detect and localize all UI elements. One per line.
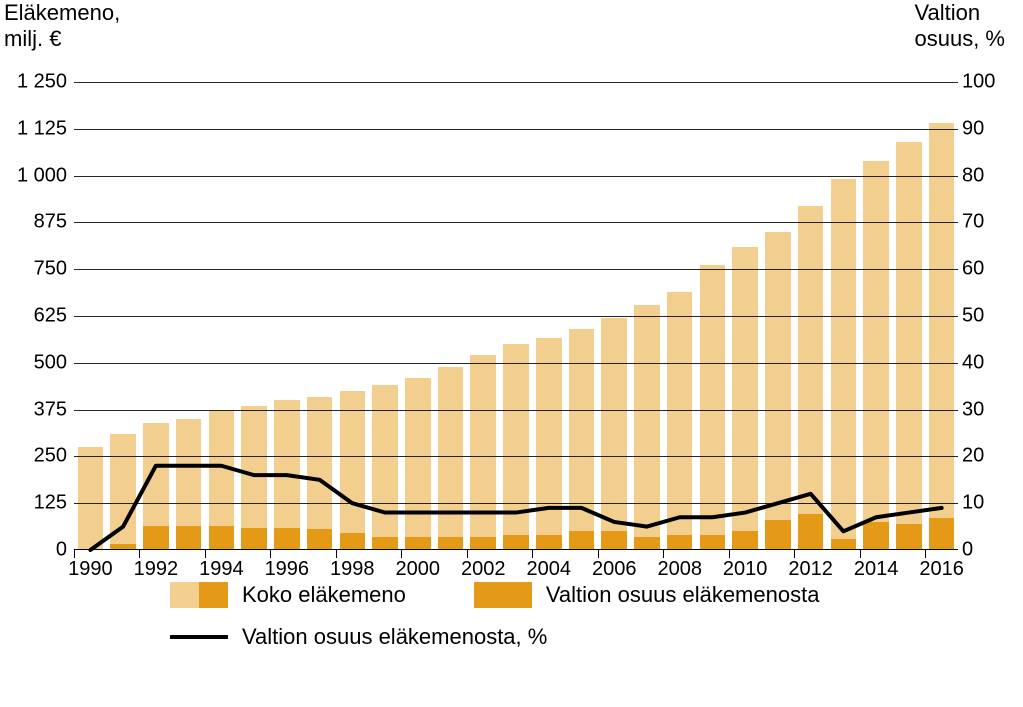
x-tick (794, 550, 795, 558)
x-tick-label: 2006 (584, 558, 644, 581)
y-tick-left: 375 (34, 398, 67, 421)
x-tick (467, 550, 468, 558)
y-tick-left: 625 (34, 305, 67, 328)
y-tick-left: 1 250 (17, 71, 67, 94)
x-tick (598, 550, 599, 558)
x-tick (663, 550, 664, 558)
y-tick-left: 1 000 (17, 164, 67, 187)
grid-line (74, 363, 958, 364)
y-tick-left: 1 125 (17, 117, 67, 140)
x-tick (205, 550, 206, 558)
x-tick (729, 550, 730, 558)
x-tick-label: 2004 (519, 558, 579, 581)
x-tick-label: 1994 (191, 558, 251, 581)
legend-row-2: Valtion osuus eläkemenosta, % (170, 624, 930, 650)
legend-swatch-share (474, 582, 532, 608)
x-tick-label: 2010 (715, 558, 775, 581)
x-tick (401, 550, 402, 558)
y-axis-left-title-line1: Eläkemeno, (4, 0, 120, 25)
y-tick-left: 500 (34, 351, 67, 374)
x-axis-baseline (74, 549, 958, 550)
legend-label-total: Koko eläkemeno (242, 582, 406, 608)
grid-line (74, 456, 958, 457)
y-tick-right: 20 (962, 445, 984, 468)
grid-line (74, 503, 958, 504)
x-tick-label: 2000 (388, 558, 448, 581)
x-tick (270, 550, 271, 558)
y-tick-right: 90 (962, 117, 984, 140)
legend-swatch-total-dark (199, 582, 228, 608)
y-tick-left: 750 (34, 258, 67, 281)
x-tick-label: 1990 (60, 558, 120, 581)
y-axis-right-title: Valtion osuus, % (915, 0, 1006, 52)
y-axis-left-title: Eläkemeno, milj. € (4, 0, 120, 52)
y-tick-left: 250 (34, 445, 67, 468)
grid-line (74, 316, 958, 317)
y-tick-right: 80 (962, 164, 984, 187)
x-tick-label: 2008 (650, 558, 710, 581)
pension-chart: Eläkemeno, milj. € Valtion osuus, % Koko… (0, 0, 1023, 707)
x-tick (860, 550, 861, 558)
legend-swatch-total-light (170, 582, 199, 608)
y-tick-right: 10 (962, 492, 984, 515)
grid-line (74, 222, 958, 223)
y-axis-right-title-line2: osuus, % (915, 26, 1006, 51)
y-tick-right: 30 (962, 398, 984, 421)
x-tick-label: 1996 (257, 558, 317, 581)
legend-label-share: Valtion osuus eläkemenosta (546, 582, 820, 608)
legend-label-pct: Valtion osuus eläkemenosta, % (242, 624, 547, 650)
x-tick-label: 2012 (781, 558, 841, 581)
x-tick (925, 550, 926, 558)
x-tick-label: 1998 (322, 558, 382, 581)
x-tick (74, 550, 75, 558)
x-tick-label: 2016 (912, 558, 972, 581)
x-tick-label: 2014 (846, 558, 906, 581)
x-tick (336, 550, 337, 558)
grid-line (74, 269, 958, 270)
x-tick (139, 550, 140, 558)
grid-line (74, 410, 958, 411)
y-tick-right: 100 (962, 71, 995, 94)
legend-row-1: Koko eläkemeno Valtion osuus eläkemenost… (170, 582, 930, 608)
legend: Koko eläkemeno Valtion osuus eläkemenost… (170, 582, 930, 666)
x-tick-label: 2002 (453, 558, 513, 581)
y-tick-right: 70 (962, 211, 984, 234)
x-tick-label: 1992 (126, 558, 186, 581)
y-axis-left-title-line2: milj. € (4, 26, 61, 51)
y-tick-right: 40 (962, 351, 984, 374)
y-tick-left: 875 (34, 211, 67, 234)
grid-line (74, 82, 958, 83)
plot-area (74, 82, 958, 550)
x-tick (532, 550, 533, 558)
grid-line (74, 129, 958, 130)
legend-swatch-line (170, 635, 228, 639)
y-tick-left: 125 (34, 492, 67, 515)
y-axis-right-title-line1: Valtion (915, 0, 981, 25)
grid-line (74, 176, 958, 177)
y-tick-right: 50 (962, 305, 984, 328)
legend-swatch-total (170, 582, 228, 608)
y-tick-right: 60 (962, 258, 984, 281)
